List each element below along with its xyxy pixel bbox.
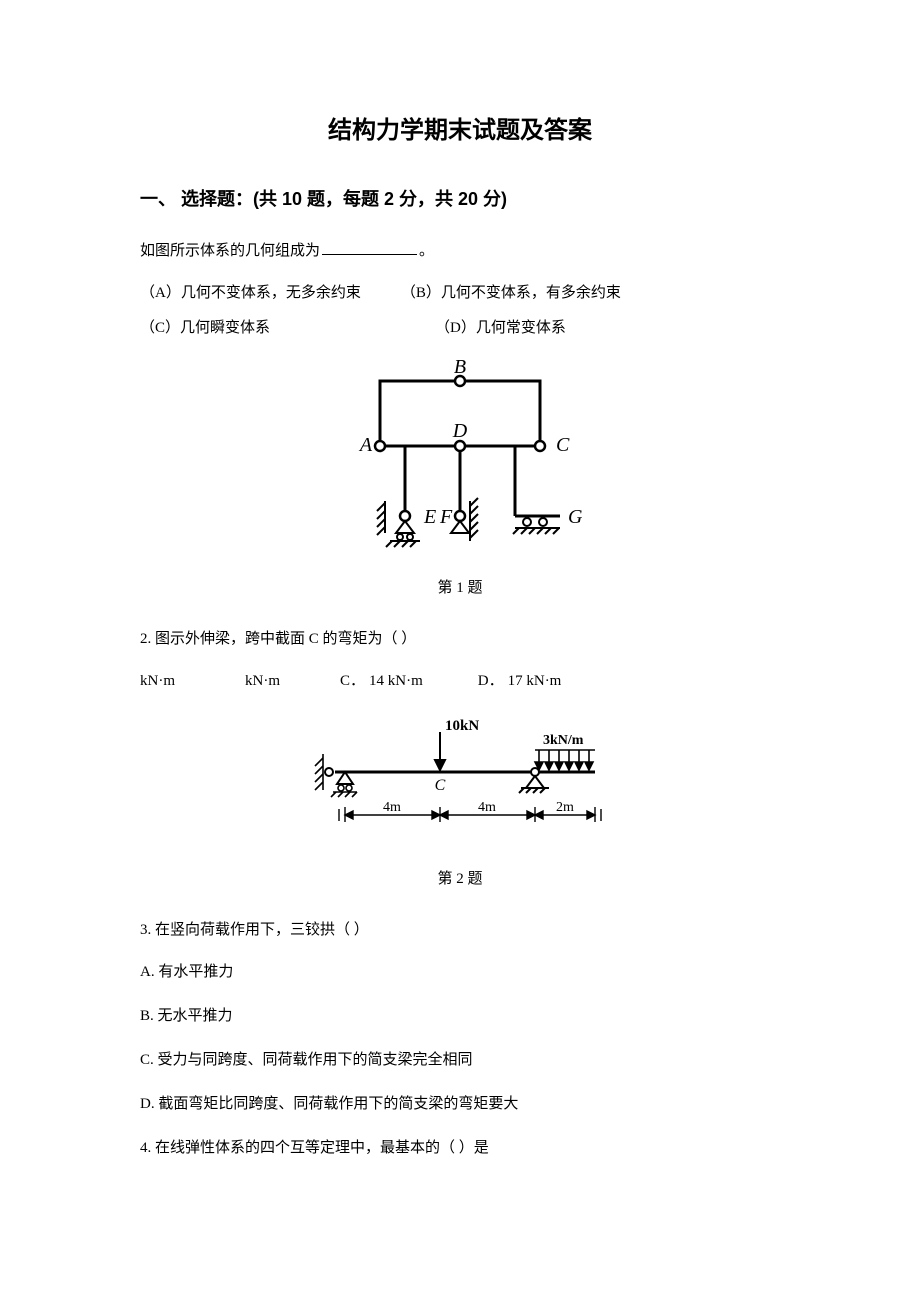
q3-opt-a[interactable]: A. 有水平推力 — [140, 960, 780, 984]
q4-stem: 4. 在线弹性体系的四个互等定理中，最基本的（ ）是 — [140, 1136, 780, 1160]
lbl-d: D — [452, 420, 468, 442]
q2-opt-c-label[interactable]: C． — [340, 669, 365, 690]
q2-d1: 4m — [383, 800, 401, 815]
q3-options: A. 有水平推力 B. 无水平推力 C. 受力与同跨度、同荷载作用下的简支梁完全… — [140, 960, 780, 1116]
lbl-e: E — [423, 506, 436, 528]
q2-P-label: 10kN — [445, 718, 479, 734]
q2-d2: 4m — [478, 800, 496, 815]
q1-stem-prefix: 如图所示体系的几何组成为 — [140, 243, 320, 259]
lbl-g: G — [568, 506, 583, 528]
q1-caption: 第 1 题 — [140, 576, 780, 597]
lbl-a: A — [358, 434, 373, 456]
q1-stem: 如图所示体系的几何组成为 。 — [140, 239, 780, 263]
q1-options-row1: （A）几何不变体系，无多余约束 （B）几何不变体系，有多余约束 — [140, 281, 780, 302]
q1-options-row2: （C）几何瞬变体系 （D）几何常变体系 — [140, 316, 780, 337]
q1-blank[interactable] — [322, 254, 417, 255]
q2-opt-c-val: 14 kN·m — [369, 673, 423, 690]
q2-w-label: 3kN/m — [543, 733, 584, 748]
page-title: 结构力学期末试题及答案 — [140, 110, 780, 145]
q2-caption: 第 2 题 — [140, 867, 780, 888]
page: 结构力学期末试题及答案 一、 选择题：(共 10 题，每题 2 分，共 20 分… — [0, 0, 920, 1302]
q2-opt-d-label[interactable]: D． — [478, 669, 504, 690]
q3-stem: 3. 在竖向荷载作用下，三铰拱（ ） — [140, 918, 780, 942]
q1-stem-suffix: 。 — [419, 243, 434, 259]
lbl-b: B — [454, 356, 466, 378]
q3-opt-b[interactable]: B. 无水平推力 — [140, 1004, 780, 1028]
q1-opt-b[interactable]: （B）几何不变体系，有多余约束 — [401, 281, 621, 302]
q2-opt-d-val: 17 kN·m — [508, 673, 562, 690]
q2-C: C — [435, 777, 446, 794]
q3-opt-c[interactable]: C. 受力与同跨度、同荷载作用下的简支梁完全相同 — [140, 1048, 780, 1072]
q1-opt-d[interactable]: （D）几何常变体系 — [435, 316, 566, 337]
lbl-f: F — [439, 506, 453, 528]
q1-opt-a[interactable]: （A）几何不变体系，无多余约束 — [140, 281, 361, 302]
q2-d3: 2m — [556, 800, 574, 815]
q2-opt-a[interactable]: kN·m — [140, 673, 175, 690]
q1-opt-c[interactable]: （C）几何瞬变体系 — [140, 316, 270, 337]
q2-options: kN·m kN·m C． 14 kN·m D． 17 kN·m — [140, 669, 780, 690]
q2-figure: 10kN 3kN/m C — [140, 712, 780, 857]
q3-opt-d[interactable]: D. 截面弯矩比同跨度、同荷载作用下的简支梁的弯矩要大 — [140, 1092, 780, 1116]
lbl-c: C — [556, 434, 570, 456]
q2-stem: 2. 图示外伸梁，跨中截面 C 的弯矩为（ ） — [140, 627, 780, 651]
q1-figure: B A D C E F G — [140, 351, 780, 566]
q2-opt-b[interactable]: kN·m — [245, 673, 280, 690]
section-header: 一、 选择题：(共 10 题，每题 2 分，共 20 分) — [140, 185, 780, 211]
